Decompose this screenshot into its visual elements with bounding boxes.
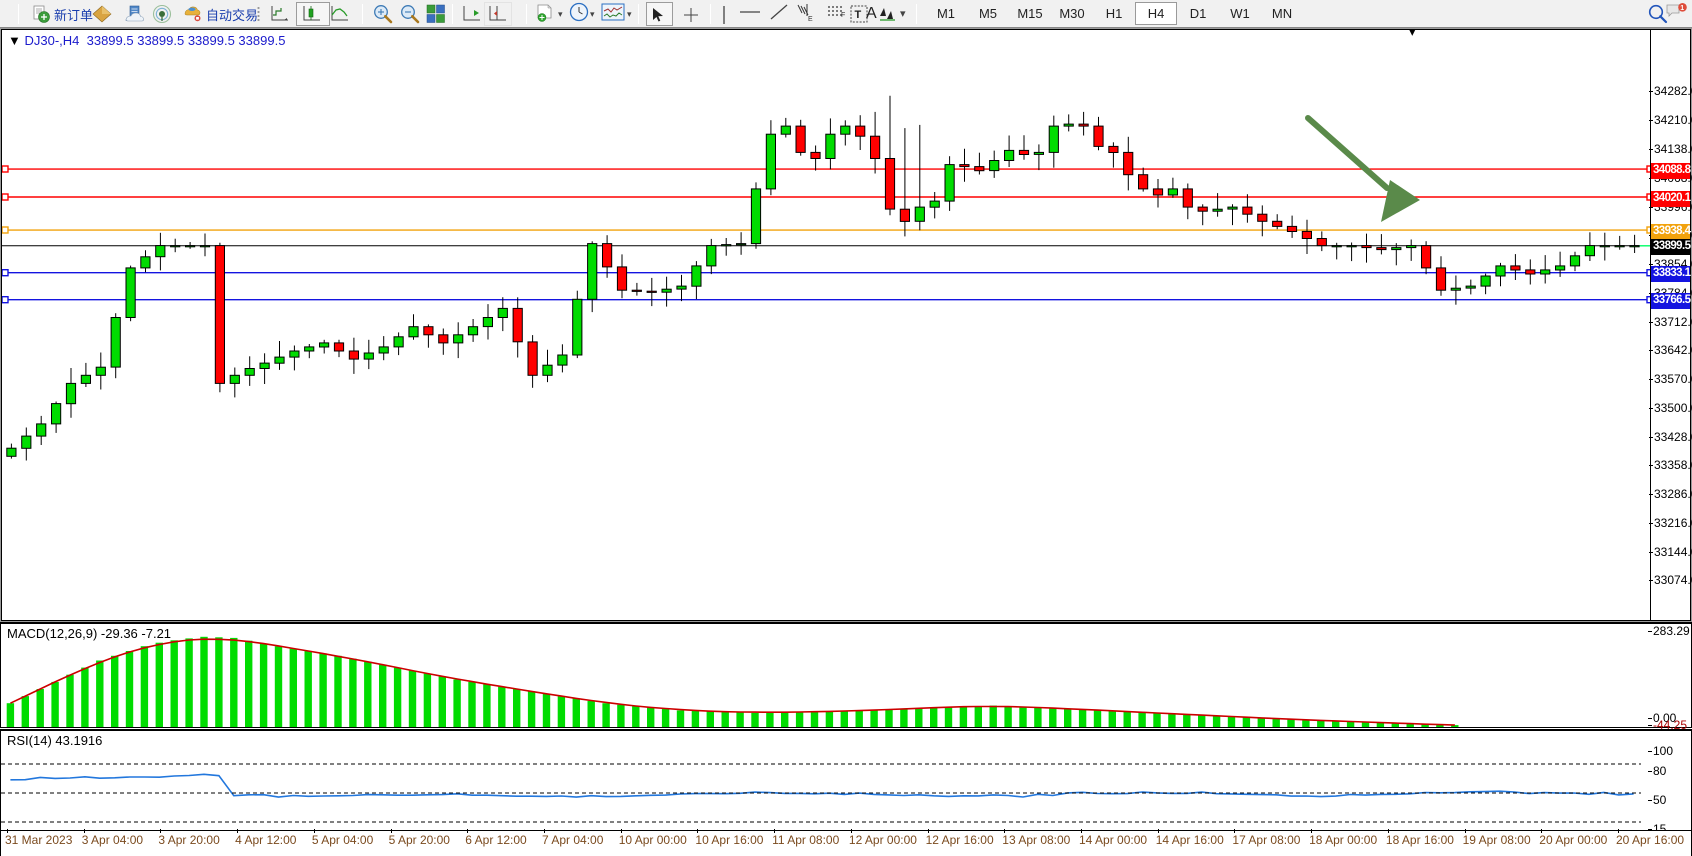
svg-text:E: E xyxy=(808,16,813,22)
svg-text:1: 1 xyxy=(1680,5,1684,12)
svg-text:T: T xyxy=(855,9,862,21)
svg-text:F: F xyxy=(841,12,845,18)
